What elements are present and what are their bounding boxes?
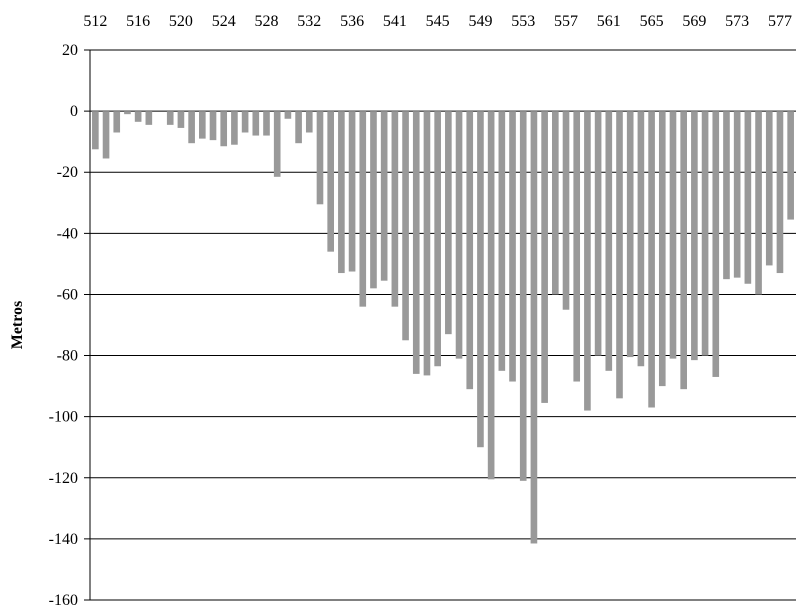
bar	[220, 111, 228, 147]
y-tick-label: -100	[49, 409, 78, 426]
bar	[712, 111, 720, 377]
bar	[295, 111, 302, 144]
bar	[541, 111, 548, 403]
bar	[691, 111, 698, 361]
bar	[359, 111, 367, 307]
bar	[626, 111, 634, 358]
bar	[755, 111, 762, 295]
bar	[92, 111, 99, 150]
y-axis-title: Metros	[9, 301, 26, 350]
x-tick-label: 577	[768, 13, 792, 30]
y-tick-label: -160	[49, 592, 78, 609]
bar	[594, 111, 602, 356]
bar	[402, 111, 409, 341]
bar	[744, 111, 752, 284]
x-tick-label: 516	[126, 13, 150, 30]
bar	[423, 111, 431, 376]
bar	[124, 111, 131, 115]
bar	[584, 111, 591, 411]
bar	[231, 111, 238, 145]
bar	[787, 111, 794, 220]
bar	[466, 111, 474, 390]
bar	[380, 111, 388, 281]
bar	[134, 111, 142, 122]
x-tick-label: 536	[340, 13, 364, 30]
bar	[765, 111, 773, 266]
bar	[680, 111, 687, 390]
y-tick-label: -60	[57, 286, 78, 303]
x-tick-label: 528	[255, 13, 279, 30]
x-tick-label: 557	[554, 13, 578, 30]
bar	[338, 111, 345, 274]
y-tick-label: -140	[49, 531, 78, 548]
bar	[252, 111, 260, 136]
bar	[166, 111, 174, 125]
bar	[391, 111, 399, 307]
y-tick-label: -120	[49, 470, 78, 487]
bar	[241, 111, 249, 133]
bar	[487, 111, 495, 480]
bar	[648, 111, 655, 408]
x-tick-label: 561	[597, 13, 621, 30]
bar	[519, 111, 527, 481]
bar	[263, 111, 270, 136]
bar	[477, 111, 484, 448]
y-tick-label: -40	[57, 225, 78, 242]
y-tick-label: -20	[57, 164, 78, 181]
bar	[455, 111, 463, 359]
bar	[199, 111, 206, 139]
bar	[562, 111, 570, 310]
bar	[498, 111, 506, 371]
bar	[701, 111, 709, 356]
x-tick-label: 520	[169, 13, 193, 30]
y-tick-label: 20	[62, 42, 78, 59]
y-tick-label: 0	[70, 103, 78, 120]
bar	[445, 111, 452, 335]
bar	[412, 111, 420, 374]
x-tick-label: 573	[725, 13, 749, 30]
bar	[305, 111, 313, 133]
bar	[113, 111, 121, 133]
bar	[605, 111, 613, 371]
bar	[370, 111, 377, 289]
bar	[723, 111, 730, 280]
bar	[145, 111, 153, 125]
bar	[348, 111, 356, 272]
bar	[669, 111, 677, 359]
bar	[733, 111, 741, 278]
x-tick-label: 532	[297, 13, 321, 30]
bar	[509, 111, 516, 382]
bar	[434, 111, 441, 367]
x-tick-label: 524	[212, 13, 236, 30]
bar	[188, 111, 195, 144]
bar	[552, 111, 559, 295]
bar	[273, 111, 281, 177]
bars	[92, 111, 794, 544]
bar	[616, 111, 623, 399]
y-tick-label: -80	[57, 348, 78, 365]
bar	[658, 111, 666, 387]
bar	[177, 111, 185, 128]
bar	[316, 111, 324, 205]
x-tick-labels: 512 516 520 524 528 532 536 541 545 549 553 557 561 5…	[83, 13, 792, 30]
bar	[209, 111, 217, 141]
bar	[284, 111, 292, 119]
bar	[327, 111, 334, 252]
bar	[637, 111, 645, 367]
x-tick-label: 549	[468, 13, 492, 30]
x-tick-label: 553	[511, 13, 535, 30]
y-tick-labels: 20 0 -20 -40 -60 -80 -100 -120 -140 -160	[49, 42, 78, 609]
bar	[776, 111, 784, 274]
bar	[102, 111, 110, 159]
bar	[530, 111, 538, 544]
x-tick-label: 569	[682, 13, 706, 30]
x-tick-label: 545	[426, 13, 450, 30]
x-tick-label: 541	[383, 13, 407, 30]
x-tick-label: 512	[83, 13, 107, 30]
x-tick-label: 565	[640, 13, 664, 30]
bar	[573, 111, 581, 382]
